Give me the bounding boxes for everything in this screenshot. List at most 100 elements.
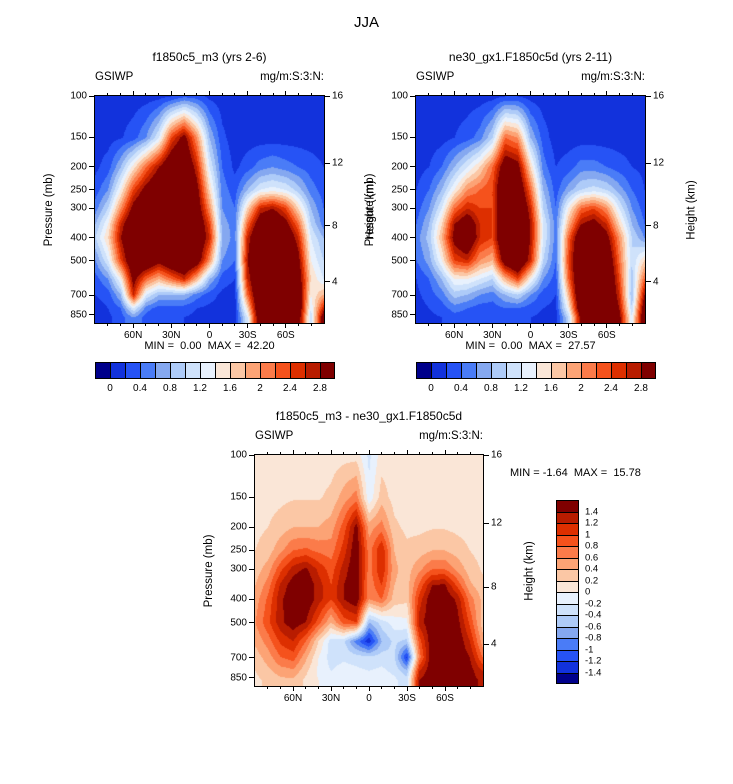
lat-tick [631, 323, 633, 326]
colorbar-cell [416, 362, 432, 379]
lat-tick [259, 323, 261, 326]
colorbar-tick-label: 1.4 [585, 506, 599, 517]
lat-tick-label: 60N [444, 330, 464, 341]
pressure-tick-label: 500 [391, 255, 408, 267]
colorbar-cell [491, 362, 507, 379]
pressure-tick [410, 136, 416, 138]
lat-tick [406, 686, 408, 691]
lat-tick [107, 93, 109, 96]
lat-tick [292, 450, 294, 455]
lat-tick [491, 323, 493, 328]
lat-tick [568, 91, 570, 96]
lat-tick [132, 91, 134, 96]
lat-tick [444, 686, 446, 691]
height-tick [324, 95, 330, 97]
pressure-tick [410, 207, 416, 209]
pressure-tick-label: 200 [70, 161, 87, 173]
pressure-tick [410, 166, 416, 168]
lat-tick [247, 323, 249, 328]
lat-tick [504, 93, 506, 96]
colorbar-cell [170, 362, 186, 379]
lat-tick [555, 93, 557, 96]
pressure-tick-label: 300 [391, 202, 408, 214]
height-tick [483, 586, 489, 588]
pressure-tick-label: 500 [230, 617, 247, 629]
height-tick-label: 16 [332, 90, 344, 102]
pressure-tick-label: 700 [70, 289, 87, 301]
lat-tick [440, 323, 442, 326]
colorbar-tick-label: 2.8 [634, 383, 648, 394]
lat-tick [440, 93, 442, 96]
colorbar-cell [566, 362, 582, 379]
lat-tick [317, 686, 319, 689]
colorbar-tick-label: 2.4 [604, 383, 618, 394]
colorbar-tick-label: 0.4 [585, 563, 599, 575]
pressure-tick [89, 237, 95, 239]
lat-tick [145, 323, 147, 326]
lat-tick [292, 686, 294, 691]
colorbar-cell [110, 362, 126, 379]
lat-tick [183, 323, 185, 326]
lat-tick [305, 686, 307, 689]
colorbar-cell [275, 362, 291, 379]
colorbar-cell [230, 362, 246, 379]
stats-text: MIN = 0.00 MAX = 42.20 [144, 340, 275, 352]
pressure-tick-label: 700 [230, 652, 247, 664]
pressure-tick [249, 496, 255, 498]
lat-tick [419, 686, 421, 689]
lat-tick [542, 323, 544, 326]
lat-tick [221, 93, 223, 96]
colorbar-tick-label: 1.2 [193, 383, 207, 394]
colorbar-cell [140, 362, 156, 379]
lat-tick [158, 93, 160, 96]
lat-tick-label: 0 [206, 330, 213, 341]
colorbar-tick-label: -0.8 [585, 632, 602, 644]
pressure-tick [410, 95, 416, 97]
pressure-tick [89, 136, 95, 138]
colorbar-tick-label: -0.2 [585, 598, 602, 609]
colorbar-cell [626, 362, 642, 379]
colorbar-tick-label: 0.6 [585, 552, 599, 563]
lat-tick [530, 323, 531, 328]
pressure-tick [249, 657, 255, 659]
pressure-tick-label: 100 [391, 90, 408, 102]
variable-label: GSIWP [255, 430, 294, 442]
panel-f1850c5-m3: f1850c5_m3 (yrs 2-6) GSIWP mg/m:S:3:N: P… [43, 50, 376, 394]
height-tick [483, 522, 489, 524]
colorbar-cell [536, 362, 552, 379]
colorbar-cell [245, 362, 261, 379]
pressure-tick-label: 400 [391, 232, 408, 244]
lat-tick-label: 60N [123, 330, 143, 341]
colorbar-tick-label: -1.2 [585, 655, 602, 667]
y-axis-label: Pressure (mb) [203, 534, 215, 607]
lat-tick [196, 93, 198, 96]
pressure-tick-label: 700 [391, 289, 408, 301]
pressure-tick [89, 260, 95, 262]
lat-tick [453, 91, 455, 96]
pressure-tick-label: 200 [391, 161, 408, 173]
colorbar-cell [185, 362, 201, 379]
height-tick-label: 8 [332, 220, 338, 232]
colorbar: 0 0.4 0.8 1.2 1.6 2 2.4 2.8 [95, 362, 335, 394]
lat-tick-label: 30S [238, 330, 257, 341]
pressure-tick-label: 400 [230, 593, 247, 605]
colorbar-cell [551, 362, 567, 379]
lat-tick [317, 452, 319, 455]
lat-tick [158, 323, 160, 326]
height-tick-label: 4 [332, 276, 338, 288]
colorbar-tick-label: 0 [107, 383, 113, 394]
lat-tick [279, 686, 281, 689]
colorbar-tick-label: 1.2 [585, 517, 599, 529]
lat-tick [619, 93, 621, 96]
height-tick-label: 4 [491, 638, 497, 650]
lat-tick [298, 323, 300, 326]
lat-tick [530, 91, 531, 96]
colorbar-tick-label: 1.2 [514, 383, 528, 394]
lat-tick-label: 0 [527, 330, 534, 341]
pressure-tick-label: 400 [70, 232, 87, 244]
lat-tick [381, 452, 383, 455]
height-tick [645, 225, 651, 227]
colorbar-cell [305, 362, 321, 379]
panel-ne30-gx1: ne30_gx1.F1850c5d (yrs 2-11) GSIWP mg/m:… [364, 50, 697, 394]
pressure-tick [89, 189, 95, 191]
